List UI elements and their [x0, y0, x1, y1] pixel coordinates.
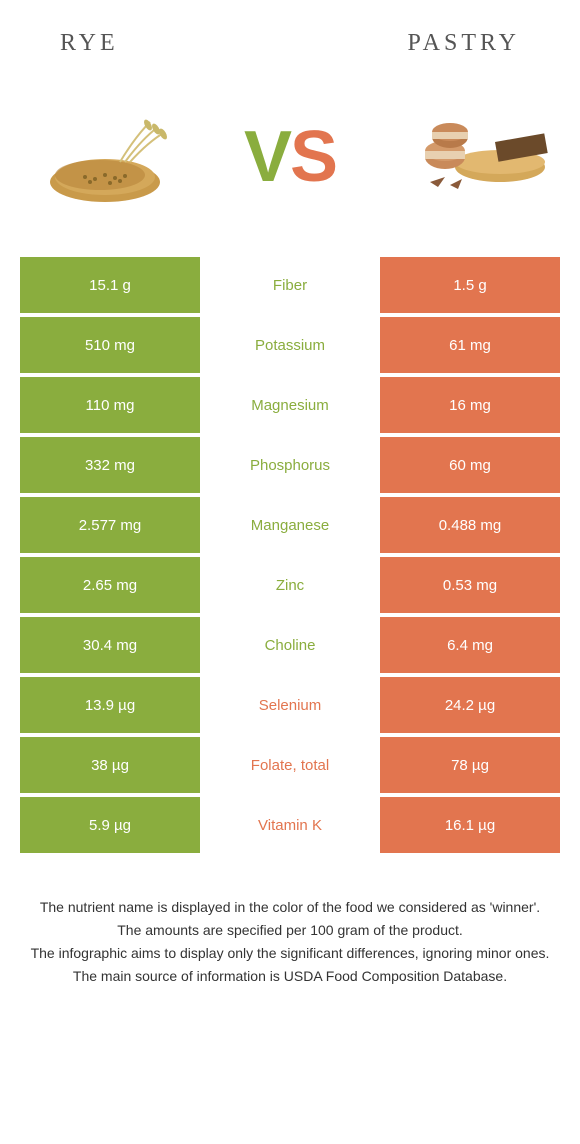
- table-row: 13.9 µgSelenium24.2 µg: [20, 677, 560, 733]
- table-row: 110 mgMagnesium16 mg: [20, 377, 560, 433]
- footer-line-4: The main source of information is USDA F…: [30, 966, 550, 987]
- right-value: 60 mg: [380, 437, 560, 493]
- vs-s-letter: S: [290, 117, 336, 197]
- right-value: 16 mg: [380, 377, 560, 433]
- header: Rye Pastry: [0, 0, 580, 77]
- left-value: 2.577 mg: [20, 497, 200, 553]
- nutrient-label: Vitamin K: [200, 797, 380, 853]
- left-value: 510 mg: [20, 317, 200, 373]
- table-row: 510 mgPotassium61 mg: [20, 317, 560, 373]
- nutrient-label: Fiber: [200, 257, 380, 313]
- vs-row: VS: [0, 77, 580, 257]
- right-value: 1.5 g: [380, 257, 560, 313]
- left-value: 5.9 µg: [20, 797, 200, 853]
- nutrient-label: Potassium: [200, 317, 380, 373]
- vs-v-letter: V: [244, 117, 290, 197]
- table-row: 5.9 µgVitamin K16.1 µg: [20, 797, 560, 853]
- table-row: 30.4 mgCholine6.4 mg: [20, 617, 560, 673]
- nutrient-label: Folate, total: [200, 737, 380, 793]
- nutrient-label: Choline: [200, 617, 380, 673]
- right-value: 0.488 mg: [380, 497, 560, 553]
- table-row: 332 mgPhosphorus60 mg: [20, 437, 560, 493]
- left-value: 13.9 µg: [20, 677, 200, 733]
- footer-line-1: The nutrient name is displayed in the co…: [30, 897, 550, 918]
- footer-line-3: The infographic aims to display only the…: [30, 943, 550, 964]
- nutrient-label: Selenium: [200, 677, 380, 733]
- right-value: 16.1 µg: [380, 797, 560, 853]
- table-row: 38 µgFolate, total78 µg: [20, 737, 560, 793]
- left-value: 332 mg: [20, 437, 200, 493]
- left-value: 38 µg: [20, 737, 200, 793]
- nutrient-label: Zinc: [200, 557, 380, 613]
- nutrient-label: Manganese: [200, 497, 380, 553]
- right-food-image: [400, 97, 550, 217]
- right-food-title: Pastry: [408, 30, 521, 57]
- left-food-title: Rye: [60, 30, 119, 57]
- vs-label: VS: [244, 116, 336, 198]
- left-value: 30.4 mg: [20, 617, 200, 673]
- table-row: 2.65 mgZinc0.53 mg: [20, 557, 560, 613]
- right-value: 0.53 mg: [380, 557, 560, 613]
- left-food-image: [30, 97, 180, 217]
- nutrient-label: Magnesium: [200, 377, 380, 433]
- comparison-table: 15.1 gFiber1.5 g510 mgPotassium61 mg110 …: [0, 257, 580, 853]
- left-value: 15.1 g: [20, 257, 200, 313]
- right-value: 78 µg: [380, 737, 560, 793]
- footer: The nutrient name is displayed in the co…: [0, 857, 580, 1009]
- left-value: 110 mg: [20, 377, 200, 433]
- right-value: 24.2 µg: [380, 677, 560, 733]
- right-value: 61 mg: [380, 317, 560, 373]
- left-value: 2.65 mg: [20, 557, 200, 613]
- footer-line-2: The amounts are specified per 100 gram o…: [30, 920, 550, 941]
- right-value: 6.4 mg: [380, 617, 560, 673]
- nutrient-label: Phosphorus: [200, 437, 380, 493]
- table-row: 15.1 gFiber1.5 g: [20, 257, 560, 313]
- table-row: 2.577 mgManganese0.488 mg: [20, 497, 560, 553]
